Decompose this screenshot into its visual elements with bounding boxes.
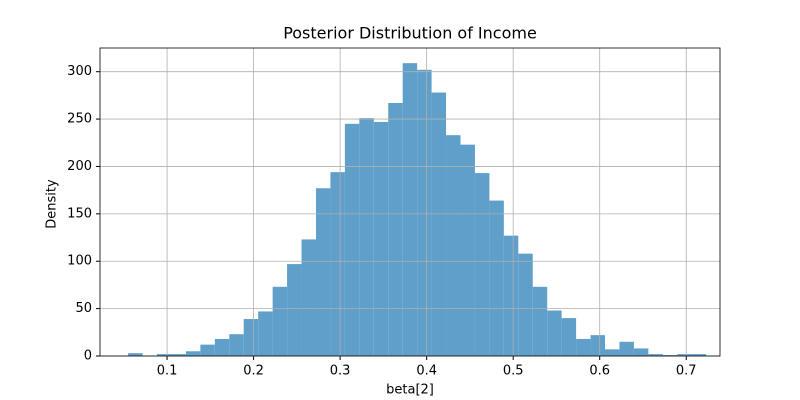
bar xyxy=(561,318,577,356)
bar xyxy=(214,338,230,356)
bar xyxy=(157,354,172,356)
bar xyxy=(662,355,678,356)
bar xyxy=(359,118,374,356)
bar xyxy=(344,123,360,356)
bar xyxy=(200,344,215,356)
y-tick-label: 250 xyxy=(67,112,92,127)
bar xyxy=(431,92,447,357)
bar xyxy=(576,338,591,356)
y-tick-label: 50 xyxy=(75,301,92,316)
bar xyxy=(229,334,244,356)
bar xyxy=(258,311,273,356)
bar xyxy=(489,200,504,356)
bar xyxy=(315,188,331,356)
bar xyxy=(417,69,432,356)
y-tick-label: 0 xyxy=(84,349,92,364)
bar xyxy=(287,264,302,356)
y-tick-label: 150 xyxy=(67,206,92,221)
bar xyxy=(518,253,533,356)
bar xyxy=(330,172,345,356)
bar xyxy=(185,351,201,356)
bar xyxy=(402,63,418,356)
bar xyxy=(677,354,692,356)
x-tick-label: 0.7 xyxy=(676,364,697,379)
chart-title: Posterior Distribution of Income xyxy=(283,24,537,43)
y-tick-label: 200 xyxy=(67,159,92,174)
x-tick-label: 0.2 xyxy=(243,364,264,379)
bar xyxy=(503,235,519,356)
bar xyxy=(474,173,490,356)
bar xyxy=(547,310,562,356)
x-tick-label: 0.5 xyxy=(503,364,524,379)
x-tick-label: 0.3 xyxy=(330,364,351,379)
bar xyxy=(532,286,548,356)
x-tick-label: 0.1 xyxy=(157,364,178,379)
bar xyxy=(691,354,707,356)
bar xyxy=(590,335,605,356)
bar xyxy=(243,319,259,356)
y-tick-label: 100 xyxy=(67,254,92,269)
y-tick-label: 300 xyxy=(67,64,92,79)
bar xyxy=(373,121,389,356)
bar xyxy=(446,135,461,356)
y-axis-label: Density xyxy=(45,179,60,229)
bar xyxy=(648,354,663,356)
bar xyxy=(460,144,475,356)
bar xyxy=(604,349,620,356)
x-tick-label: 0.4 xyxy=(416,364,437,379)
x-axis-label: beta[2] xyxy=(386,383,434,398)
bar xyxy=(272,286,288,356)
x-tick-label: 0.6 xyxy=(589,364,610,379)
bar xyxy=(633,348,649,356)
bar xyxy=(171,354,186,356)
bar xyxy=(619,341,634,356)
bar xyxy=(388,102,403,356)
plot-frame xyxy=(99,47,721,357)
bar xyxy=(128,353,143,356)
bar xyxy=(301,239,316,356)
